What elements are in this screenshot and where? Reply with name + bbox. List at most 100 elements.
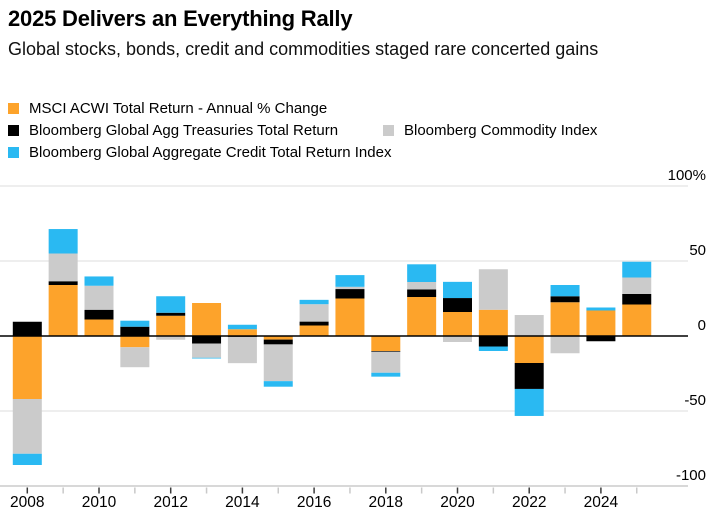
bar-segment[interactable] xyxy=(120,336,150,348)
bar-segment[interactable] xyxy=(586,310,616,337)
bar-segment[interactable] xyxy=(622,277,652,295)
bar-segment[interactable] xyxy=(12,336,42,399)
bar-segment[interactable] xyxy=(514,388,544,416)
bar-segment[interactable] xyxy=(586,336,616,342)
bar-segment[interactable] xyxy=(12,321,42,336)
bar-2025[interactable] xyxy=(622,261,652,337)
bar-segment[interactable] xyxy=(299,325,329,337)
bar-segment[interactable] xyxy=(227,329,257,336)
bar-segment[interactable] xyxy=(622,304,652,337)
bar-segment[interactable] xyxy=(156,315,186,336)
bar-2017[interactable] xyxy=(335,275,365,337)
bar-2009[interactable] xyxy=(48,229,78,336)
bar-segment[interactable] xyxy=(335,275,365,287)
bar-2020[interactable] xyxy=(443,281,472,342)
bar-segment[interactable] xyxy=(335,286,365,290)
bar-segment[interactable] xyxy=(622,261,652,278)
bar-segment[interactable] xyxy=(263,381,293,387)
bar-segment[interactable] xyxy=(227,324,257,330)
bar-2015[interactable] xyxy=(263,336,293,387)
bar-segment[interactable] xyxy=(443,281,472,299)
bar-segment[interactable] xyxy=(514,336,544,363)
bar-segment[interactable] xyxy=(299,321,329,326)
x-axis-tick-label: 2022 xyxy=(512,494,546,511)
legend-item-treasuries[interactable]: Bloomberg Global Agg Treasuries Total Re… xyxy=(8,122,383,139)
bar-2012[interactable] xyxy=(156,296,186,340)
bar-segment[interactable] xyxy=(299,304,329,322)
bar-segment[interactable] xyxy=(48,229,78,254)
bar-segment[interactable] xyxy=(299,299,329,305)
bar-segment[interactable] xyxy=(192,343,222,358)
bar-segment[interactable] xyxy=(478,269,508,310)
x-axis-tick-label: 2012 xyxy=(153,494,187,511)
bar-segment[interactable] xyxy=(263,339,293,345)
bar-segment[interactable] xyxy=(12,453,42,465)
bar-segment[interactable] xyxy=(443,336,472,342)
bar-segment[interactable] xyxy=(156,296,186,313)
legend-label: Bloomberg Commodity Index xyxy=(404,121,598,139)
bar-2019[interactable] xyxy=(407,264,437,336)
bar-segment[interactable] xyxy=(335,289,365,299)
bar-segment[interactable] xyxy=(371,336,401,351)
bar-segment[interactable] xyxy=(263,336,293,340)
bar-2010[interactable] xyxy=(84,276,114,337)
bar-segment[interactable] xyxy=(407,264,437,282)
bar-segment[interactable] xyxy=(84,319,114,337)
bar-2011[interactable] xyxy=(120,320,150,368)
bar-2021[interactable] xyxy=(478,269,508,352)
bar-segment[interactable] xyxy=(371,351,401,373)
bar-2022[interactable] xyxy=(514,315,544,416)
bar-segment[interactable] xyxy=(192,303,222,336)
bar-segment[interactable] xyxy=(371,372,401,377)
bar-segment[interactable] xyxy=(550,336,580,354)
bar-segment[interactable] xyxy=(443,298,472,312)
bar-2013[interactable] xyxy=(192,303,222,359)
bar-segment[interactable] xyxy=(48,253,78,282)
bar-2014[interactable] xyxy=(227,324,257,364)
bar-segment[interactable] xyxy=(84,276,114,286)
bar-segment[interactable] xyxy=(622,294,652,305)
bar-segment[interactable] xyxy=(263,344,293,382)
bar-segment[interactable] xyxy=(48,281,78,285)
bar-segment[interactable] xyxy=(514,315,544,336)
bar-segment[interactable] xyxy=(120,326,150,336)
legend-item-msci[interactable]: MSCI ACWI Total Return - Annual % Change xyxy=(8,100,327,117)
bar-segment[interactable] xyxy=(12,399,42,454)
bar-segment[interactable] xyxy=(550,302,580,336)
bar-segment[interactable] xyxy=(156,336,186,340)
bar-segment[interactable] xyxy=(478,336,508,347)
bar-segment[interactable] xyxy=(120,347,150,368)
bar-segment[interactable] xyxy=(407,282,437,290)
bar-segment[interactable] xyxy=(443,312,472,336)
bar-segment[interactable] xyxy=(586,307,616,311)
bar-2024[interactable] xyxy=(586,307,616,342)
bar-segment[interactable] xyxy=(48,285,78,336)
bar-segment[interactable] xyxy=(335,298,365,337)
legend-item-credit[interactable]: Bloomberg Global Aggregate Credit Total … xyxy=(8,144,391,161)
bar-segment[interactable] xyxy=(227,336,257,364)
bar-2023[interactable] xyxy=(550,285,580,354)
bar-segment[interactable] xyxy=(550,296,580,303)
bar-segment[interactable] xyxy=(514,363,544,389)
bar-2008[interactable] xyxy=(12,321,42,465)
bar-segment[interactable] xyxy=(550,285,580,297)
bar-segment[interactable] xyxy=(192,336,222,344)
bar-segment[interactable] xyxy=(84,309,114,320)
y-axis-tick-label: -100 xyxy=(676,467,706,484)
bar-segment[interactable] xyxy=(478,309,508,336)
bar-2016[interactable] xyxy=(299,299,329,337)
bar-segment[interactable] xyxy=(84,285,114,310)
bar-segment[interactable] xyxy=(478,346,508,352)
bar-2018[interactable] xyxy=(371,336,401,377)
bar-segment[interactable] xyxy=(192,357,222,359)
bar-segment[interactable] xyxy=(407,289,437,298)
bar-segment[interactable] xyxy=(120,320,150,327)
page-title: 2025 Delivers an Everything Rally xyxy=(8,6,353,31)
x-axis-tick-label: 2016 xyxy=(297,494,331,511)
legend-item-commodity[interactable]: Bloomberg Commodity Index xyxy=(383,122,597,139)
bar-segment[interactable] xyxy=(371,351,401,352)
bar-segment[interactable] xyxy=(156,312,186,316)
bar-segment[interactable] xyxy=(407,297,437,336)
